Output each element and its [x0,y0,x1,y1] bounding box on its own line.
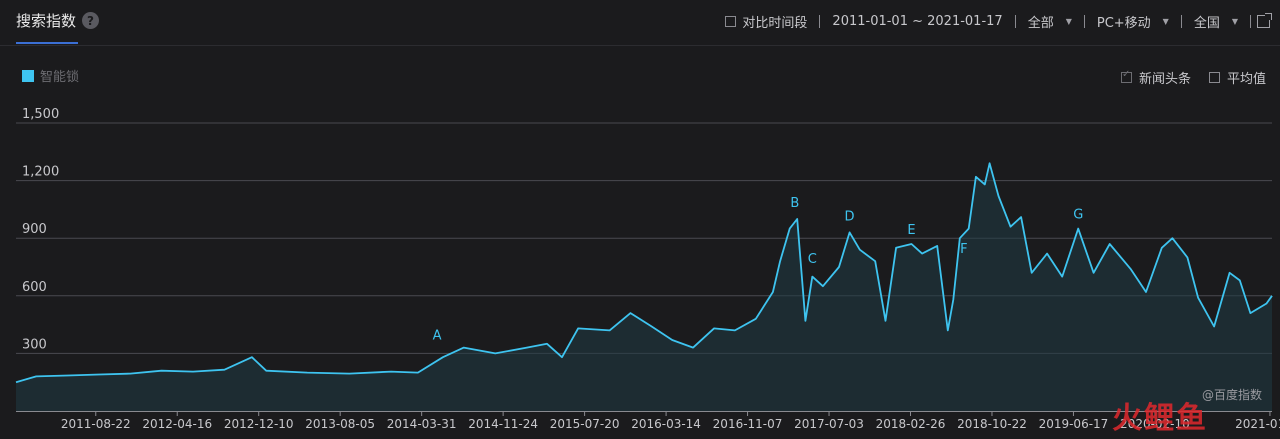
annotation-b: B [790,196,799,211]
overlay-options: 新闻头条 平均值 [1120,68,1266,87]
x-tick-label: 2019-06-17 [1039,417,1109,431]
caret-down-icon: ▼ [1231,17,1238,26]
help-icon[interactable]: ? [82,12,100,29]
caret-down-icon: ▼ [1065,17,1072,26]
x-tick-label: 2018-10-22 [957,417,1027,431]
region-dropdown[interactable]: 全国 ▼ [1182,12,1250,31]
share-icon[interactable] [1257,13,1272,28]
chart-legend[interactable]: 智能锁 [22,66,79,85]
scope-dropdown[interactable]: 全部 ▼ [1016,12,1084,31]
news-toggle[interactable]: 新闻头条 [1120,68,1191,87]
average-label: 平均值 [1226,72,1266,87]
device-value: PC+移动 [1096,16,1151,31]
x-tick-label: 2015-07-20 [550,417,620,431]
annotation-g: G [1073,208,1083,223]
x-tick-label: 2014-11-24 [468,417,538,431]
x-axis: 2011-08-22 2012-04-16 2012-12-10 2013-08-05… [16,411,1280,431]
annotation-c: C [808,252,817,267]
annotation-a: A [433,329,442,344]
x-tick-label: 2017-07-03 [794,417,864,431]
title-text: 搜索指数 [16,12,77,30]
annotation-e: E [907,223,915,238]
title-underline [16,42,78,44]
scope-value: 全部 [1027,16,1054,31]
x-tick-label: 2012-04-16 [142,417,212,431]
toolbar: 对比时间段 2011-01-01 ~ 2021-01-17 全部 ▼ PC+移动… [713,12,1272,31]
date-range-text: 2011-01-01 ~ 2021-01-17 [832,14,1003,29]
x-tick-label: 2014-03-31 [387,417,457,431]
x-tick-label: 2016-11-07 [713,417,783,431]
y-tick-label: 1,500 [22,107,59,122]
divider [1083,15,1085,28]
news-checkbox[interactable] [1120,69,1132,83]
header: 搜索指数 ? 对比时间段 2011-01-01 ~ 2021-01-17 全部 … [0,0,1280,46]
annotations: A B C D E F G [433,196,1084,343]
y-tick-label: 600 [22,280,47,295]
divider [1180,15,1182,28]
y-tick-label: 900 [22,222,47,237]
divider [1014,15,1016,28]
divider [1250,15,1251,28]
date-range-picker[interactable]: 2011-01-01 ~ 2021-01-17 [820,14,1014,29]
logo: 火鲤鱼 [1112,401,1208,436]
divider [819,15,821,28]
average-checkbox[interactable] [1208,72,1220,83]
x-tick-label: 2021-01-11 [1235,417,1280,431]
news-label: 新闻头条 [1138,72,1191,87]
y-axis: 300 600 900 1,200 1,500 [22,107,59,352]
device-dropdown[interactable]: PC+移动 ▼ [1085,12,1181,31]
region-value: 全国 [1193,16,1220,31]
x-tick-label: 2018-02-26 [876,417,946,431]
x-tick-label: 2013-08-05 [305,417,375,431]
series-area [15,162,1273,411]
annotation-f: F [960,242,967,257]
y-tick-label: 1,200 [22,165,59,180]
y-tick-label: 300 [22,337,47,352]
x-tick-label: 2012-12-10 [224,417,294,431]
x-tick-label: 2011-08-22 [61,417,131,431]
annotation-d: D [845,210,855,225]
compare-label: 对比时间段 [742,16,808,31]
caret-down-icon: ▼ [1162,17,1169,26]
series-fill [16,163,1272,411]
watermark: @百度指数 [1201,388,1262,402]
page-title: 搜索指数 ? [16,10,100,31]
x-tick-label: 2016-03-14 [631,417,701,431]
average-toggle[interactable]: 平均值 [1208,68,1266,87]
series-line [15,162,1273,384]
x-tick-label: 2020-02-10 [1120,417,1190,431]
legend-label: 智能锁 [40,70,80,85]
compare-checkbox[interactable] [725,16,737,27]
compare-period-toggle[interactable]: 对比时间段 [713,12,819,31]
legend-swatch [22,69,34,82]
